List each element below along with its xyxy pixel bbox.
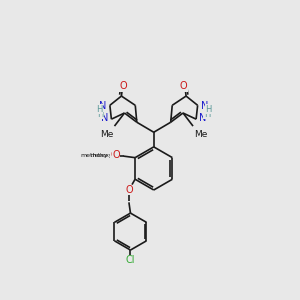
Text: N: N: [99, 101, 107, 111]
Text: methoxy: methoxy: [90, 153, 112, 158]
Text: O: O: [180, 81, 188, 91]
Text: H: H: [96, 105, 102, 114]
Text: N: N: [101, 113, 108, 123]
Text: O: O: [125, 185, 133, 195]
Text: N: N: [201, 101, 208, 111]
Text: Cl: Cl: [126, 255, 135, 265]
Text: O: O: [112, 150, 120, 160]
Text: methoxy: methoxy: [80, 153, 108, 158]
Text: Me: Me: [100, 130, 114, 139]
Text: H: H: [97, 110, 104, 119]
Text: H: H: [205, 105, 212, 114]
Text: N: N: [199, 113, 207, 123]
Text: O: O: [120, 81, 127, 91]
Text: H: H: [204, 110, 210, 119]
Text: Me: Me: [194, 130, 207, 139]
Text: O: O: [110, 150, 118, 160]
